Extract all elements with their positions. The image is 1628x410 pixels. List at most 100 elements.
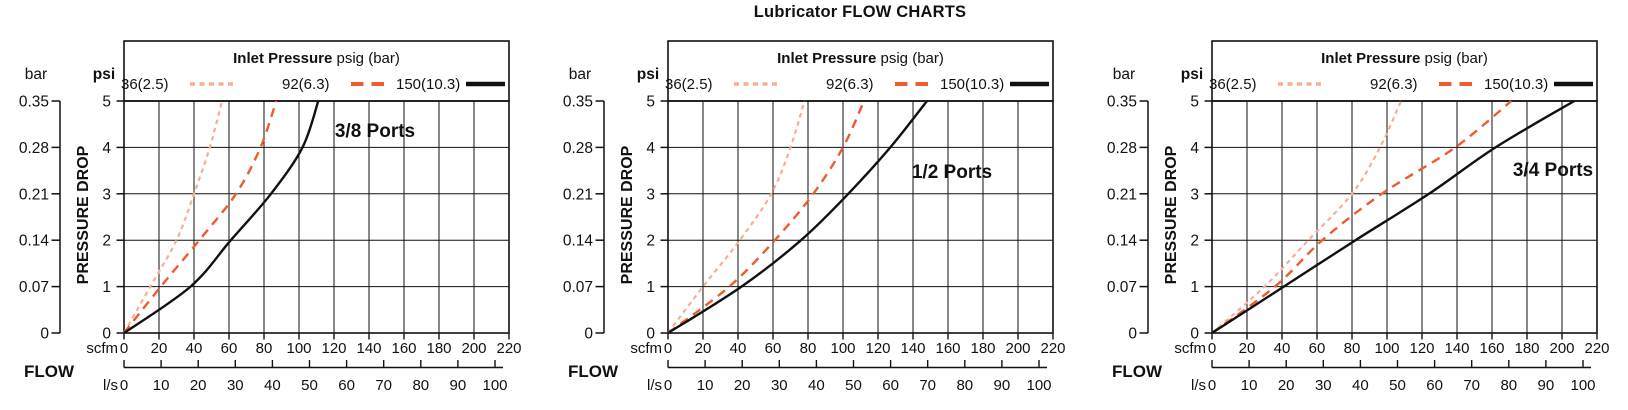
- scfm-tick-label: 100: [830, 340, 855, 357]
- legend-title: Inlet Pressure psig (bar): [1321, 50, 1488, 67]
- lps-tick-label: 30: [227, 377, 244, 394]
- scfm-tick-label: 20: [1239, 340, 1256, 357]
- scfm-tick-label: 220: [1584, 340, 1609, 357]
- psi-unit-label: psi: [637, 66, 659, 83]
- legend-label-36-2-5-: 36(2.5): [1209, 76, 1257, 93]
- curve-92-6-3-: [667, 100, 866, 334]
- lps-tick-label: 50: [1389, 377, 1406, 394]
- scfm-tick-label: 160: [1479, 340, 1504, 357]
- bar-tick-label: 0.28: [19, 140, 49, 157]
- lps-tick-label: 20: [190, 377, 207, 394]
- bar-tick-label: 0.35: [1107, 94, 1137, 111]
- psi-tick-label: 4: [646, 140, 655, 157]
- curve-150-10-3-: [667, 100, 928, 334]
- chart-1-2-ports: Inlet Pressure psig (bar) 36(2.5) 92(6.3) 1…: [544, 0, 1084, 410]
- flow-chart-svg: Inlet Pressure psig (bar) 36(2.5) 92(6.3) 1…: [563, 40, 1066, 394]
- scfm-tick-label: 80: [1344, 340, 1361, 357]
- scfm-tick-label: 20: [695, 340, 712, 357]
- bar-unit-label: bar: [1113, 66, 1135, 83]
- curves: [123, 100, 320, 334]
- scfm-tick-label: 200: [1549, 340, 1574, 357]
- scfm-tick-label: 80: [256, 340, 273, 357]
- bar-axis: [1139, 100, 1149, 334]
- scfm-tick-label: 180: [970, 340, 995, 357]
- lps-unit-label: l/s: [103, 377, 118, 394]
- bar-tick-label: 0.07: [19, 279, 49, 296]
- bar-tick-label: 0.14: [1107, 233, 1138, 250]
- scfm-tick-label: 160: [391, 340, 416, 357]
- psi-tick-label: 5: [1190, 94, 1199, 111]
- plot-border: [1211, 100, 1598, 334]
- scfm-tick-label: 120: [1409, 340, 1434, 357]
- legend-title: Inlet Pressure psig (bar): [233, 50, 400, 67]
- psi-tick-label: 3: [102, 186, 111, 203]
- lps-tick-label: 80: [1500, 377, 1517, 394]
- scfm-tick-label: 80: [800, 340, 817, 357]
- lps-tick-label: 60: [1426, 377, 1443, 394]
- legend-label-150-10-3-: 150(10.3): [940, 76, 1004, 93]
- scfm-tick-label: 120: [321, 340, 346, 357]
- lps-tick-label: 30: [771, 377, 788, 394]
- psi-tick-label: 4: [1190, 140, 1199, 157]
- plot-border: [123, 100, 510, 334]
- flow-axis-label: FLOW: [568, 362, 619, 381]
- scfm-unit-label: scfm: [1174, 340, 1206, 357]
- psi-tick-label: 0: [102, 326, 111, 343]
- lps-tick-label: 10: [153, 377, 170, 394]
- port-size-label: 3/4 Ports: [1513, 160, 1593, 181]
- scfm-tick-label: 60: [1309, 340, 1326, 357]
- bar-tick-label: 0.35: [563, 94, 593, 111]
- bar-tick-label: 0.07: [563, 279, 593, 296]
- bar-axis: [595, 100, 605, 334]
- curve-150-10-3-: [123, 100, 320, 334]
- lps-tick-label: 80: [412, 377, 429, 394]
- scfm-tick-label: 20: [151, 340, 168, 357]
- plot-grid: [124, 101, 509, 333]
- lps-tick-label: 40: [808, 377, 825, 394]
- scfm-tick-label: 200: [461, 340, 486, 357]
- scfm-tick-label: 40: [730, 340, 747, 357]
- plot-grid: [1212, 101, 1597, 333]
- psi-tick-label: 2: [1190, 233, 1199, 250]
- psi-tick-label: 5: [646, 94, 655, 111]
- lps-tick-label: 100: [1026, 377, 1051, 394]
- scfm-tick-label: 180: [1514, 340, 1539, 357]
- psi-tick-label: 5: [102, 94, 111, 111]
- bar-axis: [51, 100, 61, 334]
- curve-36-2-5-: [123, 100, 224, 334]
- lps-tick-label: 40: [1352, 377, 1369, 394]
- lps-tick-label: 0: [120, 377, 128, 394]
- lps-tick-label: 60: [338, 377, 355, 394]
- bar-tick-label: 0.07: [1107, 279, 1137, 296]
- bar-tick-label: 0.14: [563, 233, 594, 250]
- page-title: Lubricator FLOW CHARTS: [753, 3, 967, 21]
- psi-tick-label: 0: [1190, 326, 1199, 343]
- bar-tick-label: 0: [40, 326, 49, 343]
- lps-unit-label: l/s: [647, 377, 662, 394]
- legend-label-92-6-3-: 92(6.3): [826, 76, 874, 93]
- legend-label-36-2-5-: 36(2.5): [665, 76, 713, 93]
- flow-chart-svg: Inlet Pressure psig (bar) 36(2.5) 92(6.3) 1…: [19, 40, 522, 394]
- psi-unit-label: psi: [1181, 66, 1203, 83]
- psi-tick-label: 2: [646, 233, 655, 250]
- psi-tick-label: 1: [1190, 279, 1199, 296]
- bar-unit-label: bar: [25, 66, 47, 83]
- lps-tick-label: 90: [994, 377, 1011, 394]
- plot-grid: [668, 101, 1053, 333]
- bar-tick-label: 0.21: [1107, 186, 1137, 203]
- psi-tick-label: 4: [102, 140, 111, 157]
- scfm-tick-label: 0: [1208, 340, 1216, 357]
- psi-tick-label: 1: [102, 279, 111, 296]
- scfm-tick-label: 120: [865, 340, 890, 357]
- scfm-tick-label: 60: [221, 340, 238, 357]
- scfm-tick-label: 140: [356, 340, 381, 357]
- scfm-tick-label: 40: [1274, 340, 1291, 357]
- curve-92-6-3-: [1211, 100, 1513, 334]
- bar-tick-label: 0: [584, 326, 593, 343]
- scfm-unit-label: scfm: [86, 340, 118, 357]
- lps-tick-label: 70: [919, 377, 936, 394]
- lps-tick-label: 100: [482, 377, 507, 394]
- psi-tick-label: 3: [646, 186, 655, 203]
